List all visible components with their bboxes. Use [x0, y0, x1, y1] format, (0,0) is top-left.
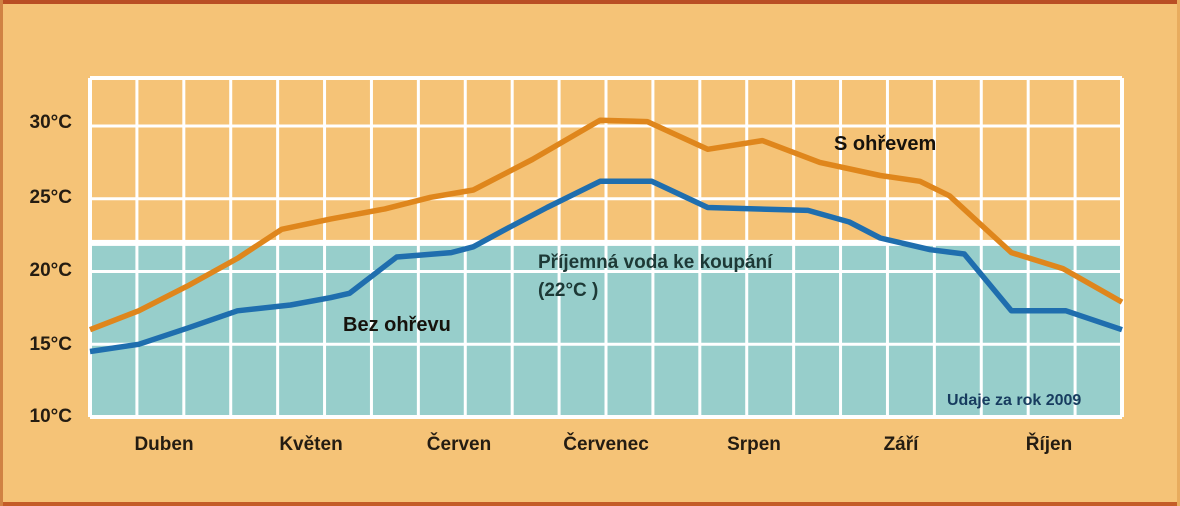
grid-lines: [88, 76, 1124, 419]
x-axis-label-kveten: Květen: [279, 434, 343, 455]
y-axis-label-10c: 10°C: [29, 406, 72, 427]
heated-series-label: S ohřevem: [834, 133, 937, 155]
x-axis-label-duben: Duben: [134, 434, 194, 455]
x-axis-label-cerven: Červen: [426, 434, 492, 455]
y-axis-label-15c: 15°C: [29, 334, 72, 355]
y-axis-label-20c: 20°C: [29, 260, 72, 281]
x-axis-label-rijen: Říjen: [1025, 434, 1073, 455]
comfort-zone-label: Příjemná voda ke koupání (22°C ): [538, 249, 772, 305]
x-axis-label-zari: Září: [883, 434, 919, 455]
y-axis-label-30c: 30°C: [29, 112, 72, 133]
y-axis-label-25c: 25°C: [29, 187, 72, 208]
series-lines: [89, 117, 1124, 355]
comfort-zone-label-line2: (22°C ): [538, 280, 599, 301]
data-source-note: Udaje za rok 2009: [947, 392, 1082, 409]
unheated-series-label: Bez ohřevu: [343, 314, 451, 336]
comfort-zone-label-line1: Příjemná voda ke koupání: [538, 252, 773, 273]
x-axis-label-cervenec: Červenec: [563, 434, 649, 455]
x-axis-label-srpen: Srpen: [727, 434, 781, 455]
